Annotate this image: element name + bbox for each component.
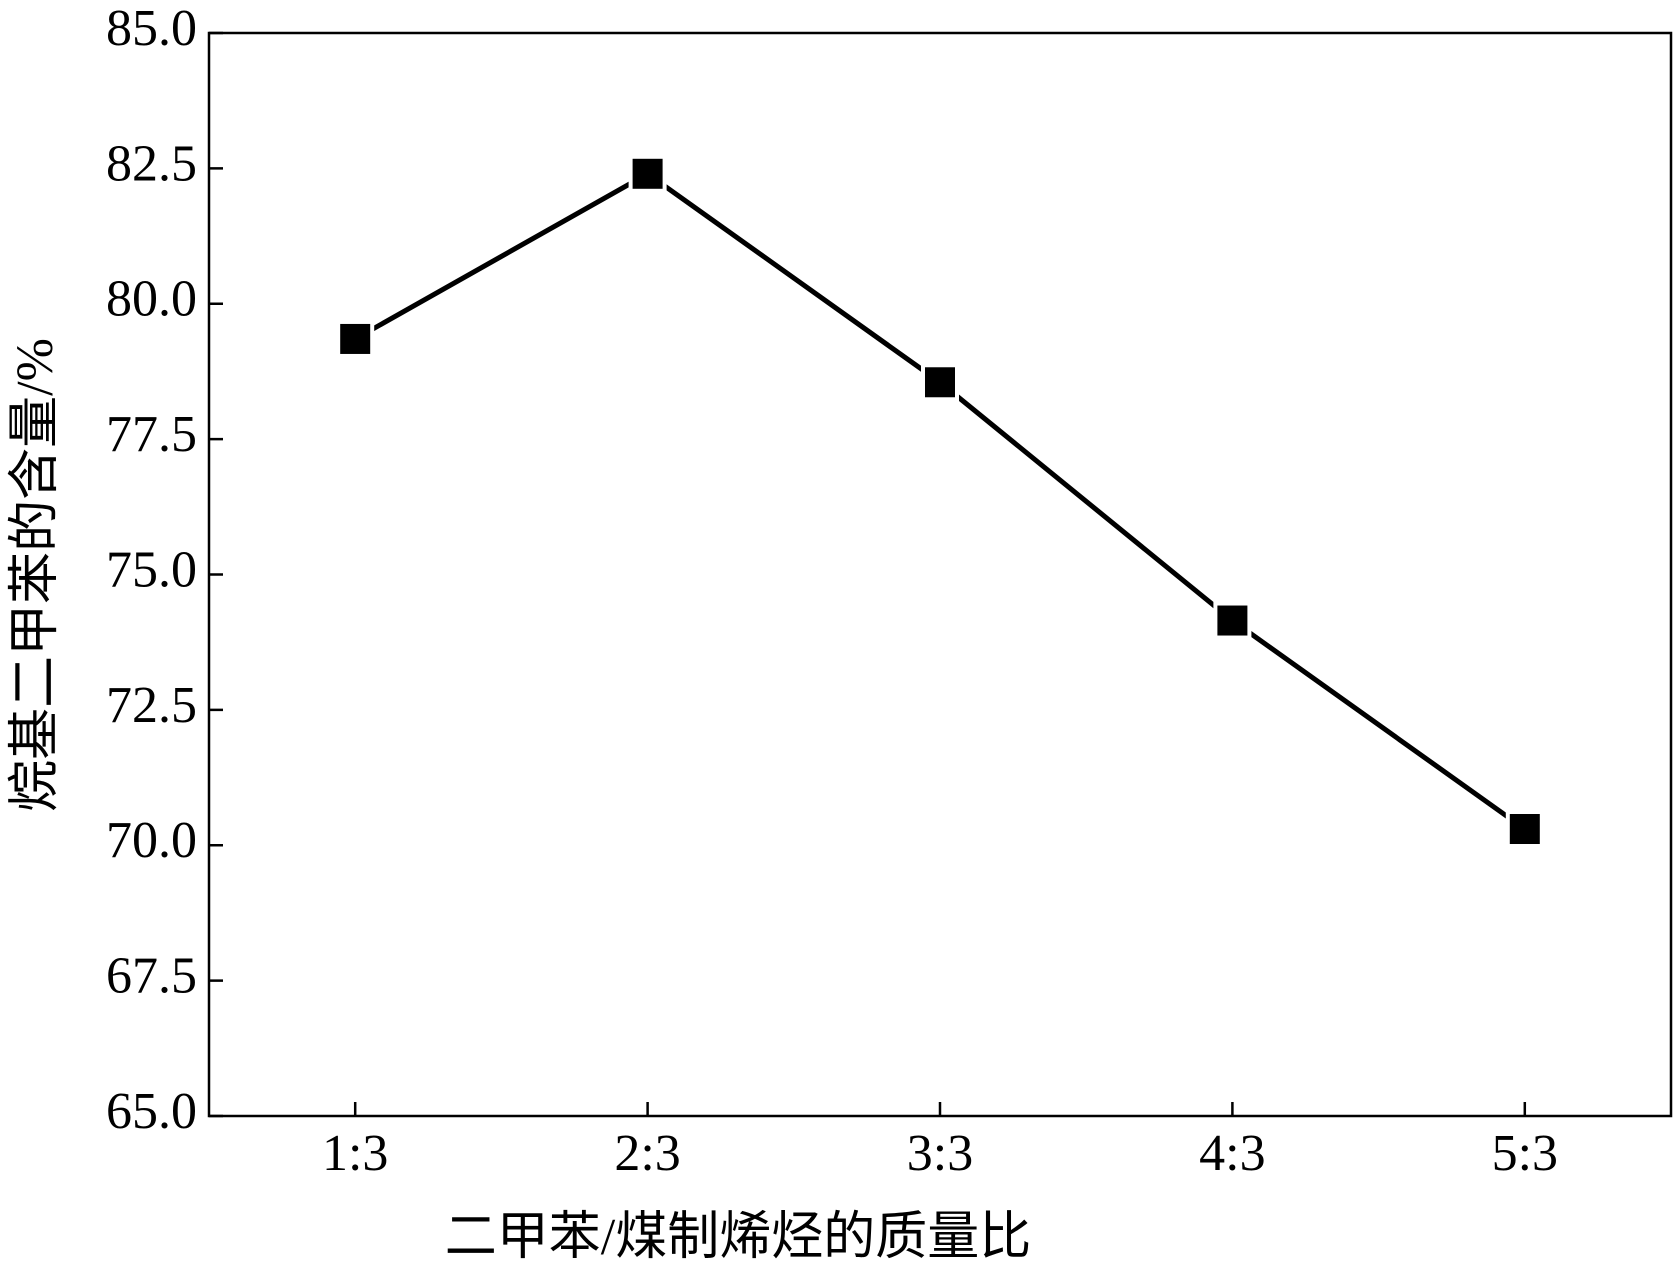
y-tick-label: 77.5 (106, 406, 197, 463)
y-tick-label: 80.0 (106, 271, 197, 328)
x-tick-label: 5:3 (1492, 1125, 1558, 1182)
y-tick-label: 72.5 (106, 677, 197, 734)
x-tick-label: 3:3 (907, 1125, 973, 1182)
marker (628, 154, 667, 193)
marker (1505, 810, 1544, 849)
plot-frame (207, 31, 1673, 1118)
x-axis-label: 二甲苯/煤制烯烃的质量比 (445, 1209, 1031, 1266)
y-tick-label: 75.0 (106, 541, 197, 598)
x-tick-label: 1:3 (322, 1125, 388, 1182)
x-tick-label: 2:3 (614, 1125, 680, 1182)
marker (336, 319, 375, 358)
y-axis-label: 烷基二甲苯的含量/% (7, 338, 64, 812)
y-tick-label: 67.5 (106, 948, 197, 1005)
marker (1213, 601, 1252, 640)
marker (921, 363, 959, 402)
y-tick-label: 82.5 (106, 135, 197, 192)
y-tick-label: 85.0 (106, 0, 197, 57)
y-tick-label: 65.0 (106, 1083, 197, 1140)
x-tick-label: 4:3 (1199, 1125, 1265, 1182)
y-tick-label: 70.0 (106, 812, 197, 869)
data-line (353, 170, 1527, 832)
